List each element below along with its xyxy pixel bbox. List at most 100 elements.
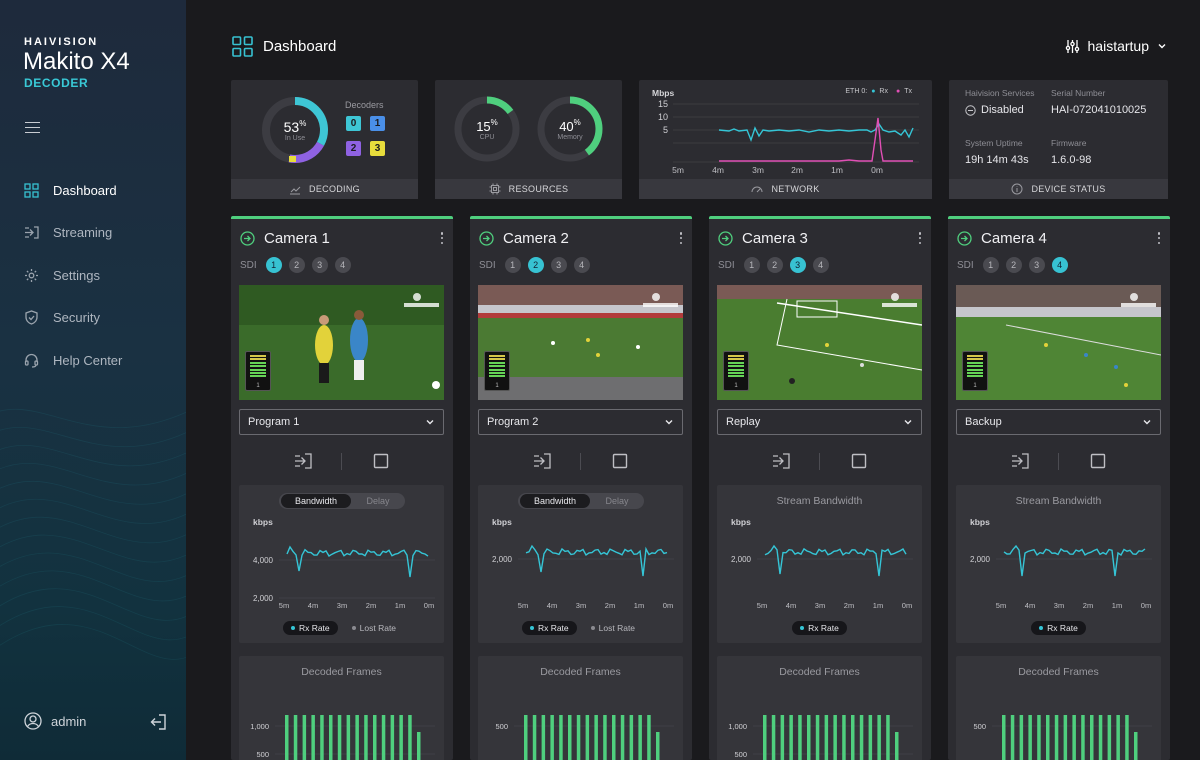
- bandwidth-tab[interactable]: Bandwidth: [520, 494, 590, 508]
- frames-bar: [1019, 715, 1024, 760]
- sdi-input-button[interactable]: 1: [504, 257, 521, 273]
- sdi-input-button[interactable]: 3: [311, 257, 328, 273]
- legend-rx-rate[interactable]: Rx Rate: [282, 621, 338, 635]
- input-source-icon[interactable]: [533, 452, 551, 470]
- audio-channel-label: 1: [495, 383, 499, 389]
- logout-icon[interactable]: [150, 713, 168, 731]
- chart-mode-toggle: Bandwidth Delay: [279, 493, 405, 509]
- sdi-input-button[interactable]: 3: [1028, 257, 1045, 273]
- cpu-readout: 15% CPU: [453, 118, 521, 141]
- network-x-tick: 0m: [871, 165, 883, 175]
- sidebar-item-settings[interactable]: Settings: [24, 264, 174, 286]
- program-select[interactable]: Backup: [956, 409, 1161, 435]
- sdi-input-button[interactable]: 4: [812, 257, 829, 273]
- chart-mode-toggle: Bandwidth Delay: [518, 493, 644, 509]
- camera-actions: [239, 451, 444, 471]
- bandwidth-x-tick: 2m: [366, 601, 376, 610]
- legend-rx-rate[interactable]: Rx Rate: [1031, 621, 1086, 635]
- stop-icon[interactable]: [850, 452, 868, 470]
- bandwidth-x-tick: 1m: [873, 601, 883, 610]
- uptime-value: 19h 14m 43s: [965, 154, 1029, 166]
- frames-y-tick: 500: [495, 722, 508, 731]
- bandwidth-x-tick: 4m: [308, 601, 318, 610]
- frames-y-tick: 1,000: [728, 722, 747, 731]
- legend-lost-rate[interactable]: Lost Rate: [348, 621, 400, 635]
- frames-bar: [1125, 715, 1129, 760]
- delay-tab[interactable]: Delay: [366, 496, 390, 506]
- chevron-down-icon: [1143, 420, 1151, 425]
- stream-status-icon: [718, 231, 733, 246]
- sdi-input-button[interactable]: 3: [550, 257, 567, 273]
- sdi-input-button[interactable]: 4: [573, 257, 590, 273]
- stop-icon[interactable]: [372, 452, 390, 470]
- sidebar-item-dashboard[interactable]: Dashboard: [24, 179, 174, 201]
- frames-y-tick: 500: [973, 722, 986, 731]
- camera-card: Camera 4 SDI 1 2 3 4 1 Backup Stream Bandwid…: [948, 216, 1170, 760]
- decoded-frames-plot: 1,000 500: [250, 715, 435, 760]
- sdi-input-button[interactable]: 1: [743, 257, 760, 273]
- user-profile[interactable]: admin: [24, 712, 86, 730]
- sidebar-item-security[interactable]: Security: [24, 306, 174, 328]
- bandwidth-tab[interactable]: Bandwidth: [281, 494, 351, 508]
- user-name: admin: [51, 713, 87, 729]
- frames-bar: [780, 715, 785, 760]
- sdi-input-button[interactable]: 4: [1051, 257, 1068, 273]
- resources-footer-label: RESOURCES: [508, 184, 569, 194]
- input-source-icon[interactable]: [772, 452, 790, 470]
- more-options-icon[interactable]: [1154, 231, 1164, 245]
- sdi-input-button[interactable]: 2: [527, 257, 544, 273]
- frames-bar: [1072, 715, 1076, 760]
- legend-lost-rate[interactable]: Lost Rate: [587, 621, 639, 635]
- bandwidth-unit: kbps: [492, 517, 512, 527]
- decoded-frames-title: Decoded Frames: [301, 666, 382, 678]
- device-status-footer: DEVICE STATUS: [949, 179, 1168, 199]
- frames-bar: [1010, 715, 1015, 760]
- sdi-input-button[interactable]: 2: [1005, 257, 1022, 273]
- sdi-input-button[interactable]: 3: [789, 257, 806, 273]
- program-select[interactable]: Program 2: [478, 409, 683, 435]
- chevron-down-icon: [904, 420, 912, 425]
- program-select[interactable]: Replay: [717, 409, 922, 435]
- video-preview[interactable]: [717, 285, 922, 400]
- video-preview[interactable]: [239, 285, 444, 400]
- legend-rx-label: Rx Rate: [808, 623, 839, 633]
- sdi-label: SDI: [240, 259, 257, 271]
- legend-rx-label: Rx Rate: [1047, 623, 1078, 633]
- network-card: Mbps ETH 0: ● Rx ● Tx 15 10 5 5m 4m 3m 2m …: [639, 80, 932, 199]
- stream-status-icon: [240, 231, 255, 246]
- decoder-badge[interactable]: 3: [370, 141, 385, 156]
- delay-tab[interactable]: Delay: [605, 496, 629, 506]
- legend-rx-rate[interactable]: Rx Rate: [521, 621, 577, 635]
- info-icon: [1011, 183, 1023, 195]
- decoder-badge[interactable]: 0: [346, 116, 361, 131]
- account-name: haistartup: [1087, 38, 1149, 54]
- program-select[interactable]: Program 1: [239, 409, 444, 435]
- decoder-badge[interactable]: 1: [370, 116, 385, 131]
- bandwidth-x-tick: 1m: [1112, 601, 1122, 610]
- input-source-icon[interactable]: [1011, 452, 1029, 470]
- stop-icon[interactable]: [1089, 452, 1107, 470]
- more-options-icon[interactable]: [915, 231, 925, 245]
- frames-bar: [417, 732, 421, 760]
- more-options-icon[interactable]: [676, 231, 686, 245]
- sdi-input-button[interactable]: 2: [288, 257, 305, 273]
- legend-rx-rate[interactable]: Rx Rate: [792, 621, 847, 635]
- account-menu[interactable]: haistartup: [1065, 38, 1167, 54]
- frames-bar: [1107, 715, 1112, 760]
- input-source-icon[interactable]: [294, 452, 312, 470]
- sdi-input-button[interactable]: 1: [982, 257, 999, 273]
- sdi-input-button[interactable]: 1: [265, 257, 282, 273]
- sdi-input-button[interactable]: 2: [766, 257, 783, 273]
- memory-unit: %: [573, 118, 581, 127]
- more-options-icon[interactable]: [437, 231, 447, 245]
- sidebar-item-help-center[interactable]: Help Center: [24, 349, 174, 371]
- video-preview[interactable]: [956, 285, 1161, 400]
- bandwidth-legend: Rx Rate: [717, 621, 922, 635]
- frames-bar: [807, 715, 811, 760]
- sidebar-item-streaming[interactable]: Streaming: [24, 221, 174, 243]
- decoder-badge[interactable]: 2: [346, 141, 361, 156]
- stop-icon[interactable]: [611, 452, 629, 470]
- sdi-input-button[interactable]: 4: [334, 257, 351, 273]
- video-preview[interactable]: [478, 285, 683, 400]
- menu-toggle-icon[interactable]: [25, 122, 40, 133]
